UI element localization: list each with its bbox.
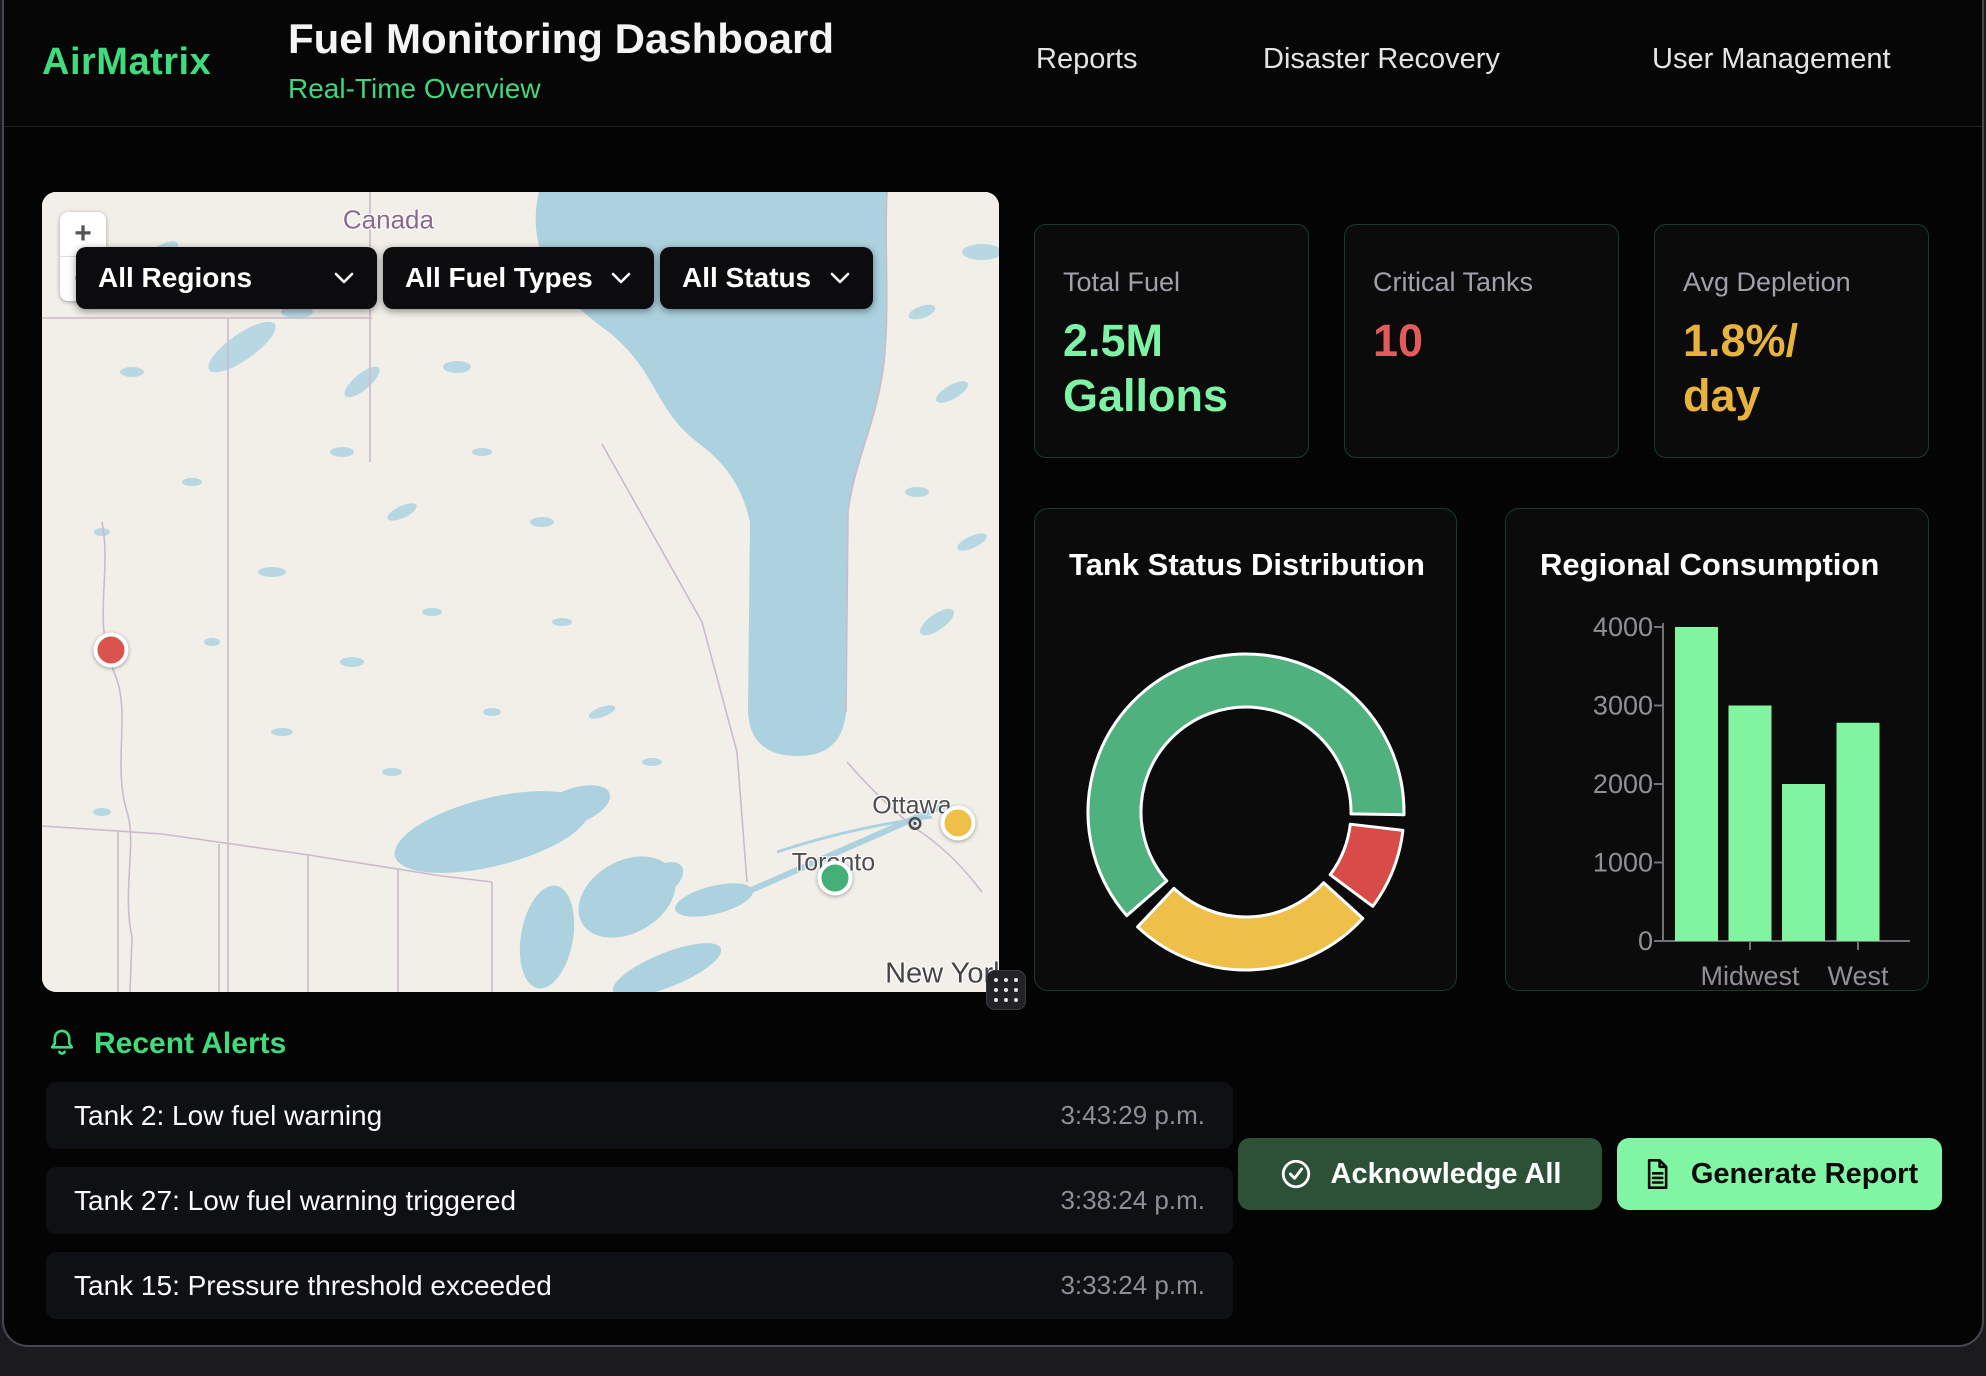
filter-label: All Fuel Types xyxy=(405,262,593,294)
tank-marker-warning[interactable] xyxy=(940,806,975,841)
y-tick-label: 2000 xyxy=(1593,769,1653,799)
chevron-down-icon xyxy=(829,271,851,285)
filter-label: All Regions xyxy=(98,262,252,294)
stat-card-critical-tanks: Critical Tanks 10 xyxy=(1344,224,1619,458)
tank-status-donut-chart xyxy=(1035,509,1458,992)
donut-segment-warning xyxy=(1138,883,1363,970)
nav-item-disaster-recovery[interactable]: Disaster Recovery xyxy=(1263,43,1500,76)
x-tick-label: West xyxy=(1827,961,1889,991)
generate-report-button[interactable]: Generate Report xyxy=(1617,1138,1942,1210)
alert-message: Tank 2: Low fuel warning xyxy=(74,1100,382,1132)
alerts-header: Recent Alerts xyxy=(46,1027,286,1061)
nav-item-user-management[interactable]: User Management xyxy=(1652,43,1891,76)
filter-dropdown-all-fuel-types[interactable]: All Fuel Types xyxy=(383,247,654,309)
bar-region-1 xyxy=(1675,627,1718,941)
filter-dropdown-all-status[interactable]: All Status xyxy=(660,247,873,309)
alert-timestamp: 3:38:24 p.m. xyxy=(1060,1185,1205,1216)
alert-timestamp: 3:33:24 p.m. xyxy=(1060,1270,1205,1301)
page-subtitle: Real-Time Overview xyxy=(288,73,541,105)
stat-card-avg-depletion: Avg Depletion 1.8%/day xyxy=(1654,224,1929,458)
regional-consumption-bar-chart: 0 1000 2000 3000 4000 Midwest West xyxy=(1506,509,1930,992)
alert-row[interactable]: Tank 2: Low fuel warning 3:43:29 p.m. xyxy=(46,1082,1233,1149)
chevron-down-icon xyxy=(610,271,632,285)
stat-value: 1.8%/day xyxy=(1683,314,1900,424)
y-tick-label: 0 xyxy=(1638,926,1653,956)
acknowledge-all-button[interactable]: Acknowledge All xyxy=(1238,1138,1602,1210)
stat-label: Total Fuel xyxy=(1063,267,1280,298)
generate-report-label: Generate Report xyxy=(1691,1158,1918,1191)
dashboard-container: AirMatrix Fuel Monitoring Dashboard Real… xyxy=(2,0,1984,1347)
tank-status-card: Tank Status Distribution xyxy=(1034,508,1457,991)
y-tick-label: 3000 xyxy=(1593,691,1653,721)
bell-icon xyxy=(46,1027,78,1061)
tank-marker-normal[interactable] xyxy=(818,861,853,896)
page-title: Fuel Monitoring Dashboard xyxy=(288,15,834,63)
map-place-label-new-york: New York xyxy=(885,958,999,991)
x-tick-label: Midwest xyxy=(1700,961,1800,991)
stat-label: Avg Depletion xyxy=(1683,267,1900,298)
bar-West xyxy=(1837,723,1880,941)
brand-logo[interactable]: AirMatrix xyxy=(42,41,211,84)
town-ring-icon xyxy=(907,815,923,836)
nav-item-reports[interactable]: Reports xyxy=(1036,43,1138,76)
check-circle-icon xyxy=(1279,1157,1313,1191)
y-tick-label: 1000 xyxy=(1593,848,1653,878)
map-filter-bar: All Regions All Fuel Types All Status xyxy=(76,247,873,309)
map-resize-handle[interactable] xyxy=(986,970,1026,1010)
stat-value: 10 xyxy=(1373,314,1590,369)
alert-message: Tank 27: Low fuel warning triggered xyxy=(74,1185,516,1217)
bar-Midwest xyxy=(1729,706,1772,942)
tank-marker-critical[interactable] xyxy=(93,633,128,668)
y-tick-label: 4000 xyxy=(1593,612,1653,642)
alert-row[interactable]: Tank 15: Pressure threshold exceeded 3:33… xyxy=(46,1252,1233,1319)
map-canvas[interactable]: CanadaOttawaTorontoNew York + − All Regi… xyxy=(42,192,999,992)
map[interactable]: CanadaOttawaTorontoNew York + − All Regi… xyxy=(42,192,999,992)
bar-region-3 xyxy=(1782,784,1825,941)
alert-message: Tank 15: Pressure threshold exceeded xyxy=(74,1270,552,1302)
filter-dropdown-all-regions[interactable]: All Regions xyxy=(76,247,377,309)
stat-card-total-fuel: Total Fuel 2.5MGallons xyxy=(1034,224,1309,458)
alerts-title: Recent Alerts xyxy=(94,1027,286,1061)
acknowledge-all-label: Acknowledge All xyxy=(1331,1158,1562,1191)
map-place-label-canada: Canada xyxy=(343,205,434,236)
stat-value: 2.5MGallons xyxy=(1063,314,1280,424)
report-document-icon xyxy=(1641,1157,1673,1191)
regional-consumption-card: Regional Consumption 01000200030004000Mi… xyxy=(1505,508,1929,991)
chevron-down-icon xyxy=(333,271,355,285)
donut-segment-critical xyxy=(1330,824,1403,906)
alert-row[interactable]: Tank 27: Low fuel warning triggered 3:38:… xyxy=(46,1167,1233,1234)
stat-label: Critical Tanks xyxy=(1373,267,1590,298)
alert-timestamp: 3:43:29 p.m. xyxy=(1060,1100,1205,1131)
app-header: AirMatrix Fuel Monitoring Dashboard Real… xyxy=(4,0,1982,127)
filter-label: All Status xyxy=(682,262,811,294)
